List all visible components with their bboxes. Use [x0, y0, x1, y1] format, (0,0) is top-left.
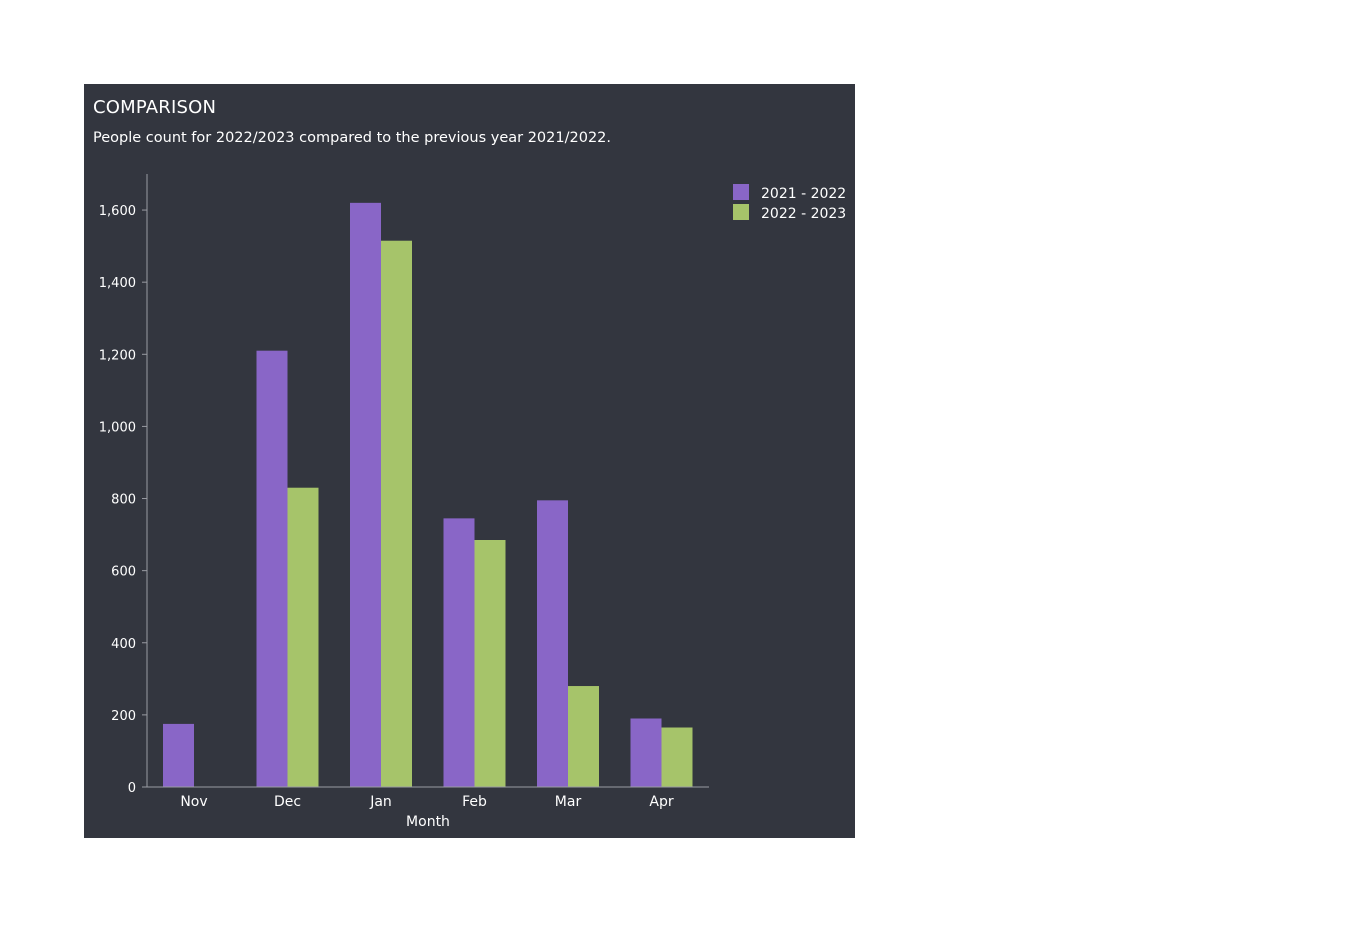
y-axis: 0 200 400 600 800 1,000 1,200 1,400 1,600 [99, 174, 148, 796]
legend-label: 2022 - 2023 [761, 206, 846, 222]
chart-title: COMPARISON [93, 97, 217, 118]
bar-series2-dec [287, 487, 319, 787]
y-tick-label: 1,600 [99, 204, 136, 219]
bar-series1-feb [443, 518, 475, 787]
y-tick-label: 400 [111, 637, 136, 652]
chart-subtitle: People count for 2022/2023 compared to t… [93, 130, 612, 146]
x-tick-label: Mar [555, 794, 582, 810]
bar-series1-nov [163, 723, 194, 787]
legend: 2021 - 2022 2022 - 2023 [733, 184, 846, 222]
bar-series1-mar [537, 500, 568, 787]
legend-label: 2021 - 2022 [761, 186, 846, 202]
y-tick-label: 1,200 [99, 348, 136, 363]
y-tick-label: 1,000 [99, 420, 136, 435]
x-tick-label: Jan [369, 794, 392, 810]
y-tick-label: 0 [128, 781, 136, 796]
comparison-panel: COMPARISON People count for 2022/2023 co… [84, 84, 855, 838]
x-axis: Nov Dec Jan Feb Mar Apr [142, 786, 709, 810]
legend-swatch [733, 204, 749, 220]
y-tick-label: 600 [111, 565, 136, 580]
y-tick-label: 800 [111, 493, 136, 508]
x-tick-label: Dec [274, 794, 301, 810]
legend-swatch [733, 184, 749, 200]
bar-series2-jan [381, 240, 412, 788]
bars-group [163, 202, 693, 788]
bar-series1-dec [256, 350, 288, 787]
bar-series2-apr [661, 727, 693, 787]
bar-series2-feb [474, 539, 506, 787]
x-tick-label: Apr [649, 794, 673, 810]
y-tick-label: 200 [111, 709, 136, 724]
x-tick-label: Nov [180, 794, 207, 810]
y-tick-label: 1,400 [99, 276, 136, 291]
bar-series2-mar [568, 686, 599, 787]
bar-series1-jan [350, 202, 381, 788]
bar-series1-apr [630, 718, 662, 787]
x-axis-label: Month [406, 814, 450, 830]
bar-chart: 0 200 400 600 800 1,000 1,200 1,400 1,600 Nov Dec… [99, 174, 846, 830]
x-tick-label: Feb [462, 794, 487, 810]
